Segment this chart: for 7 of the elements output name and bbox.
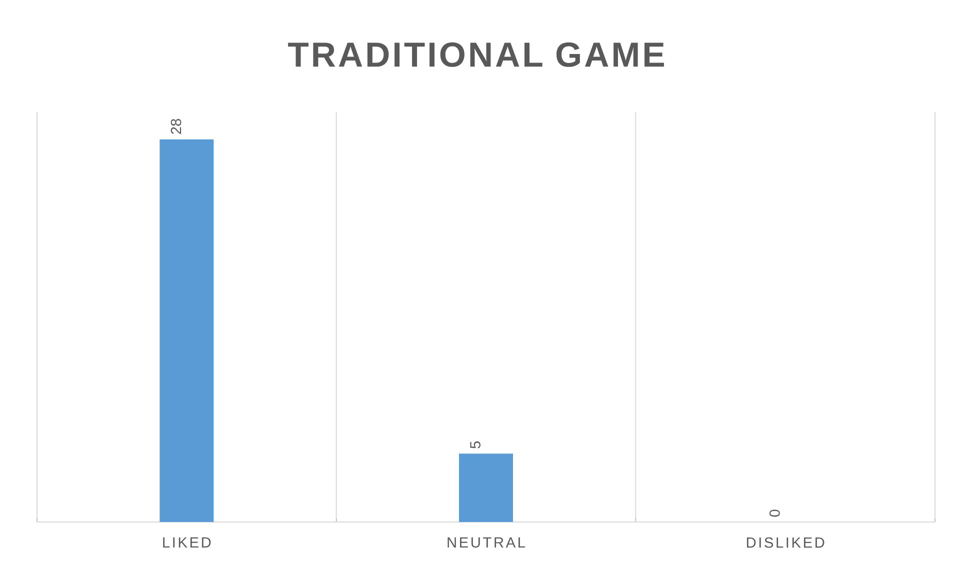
data-label: 5	[470, 441, 480, 448]
x-tick-label: NEUTRAL	[448, 537, 526, 548]
x-tick-label: DISLIKED	[746, 537, 824, 548]
chart-title: TRADITIONAL GAME	[288, 42, 664, 67]
data-label: 0	[769, 510, 780, 517]
data-label: 28	[170, 118, 182, 134]
x-tick-label: LIKED	[163, 537, 211, 548]
